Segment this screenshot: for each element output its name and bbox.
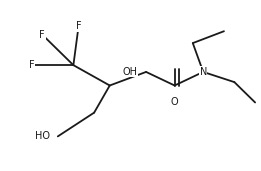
Text: F: F [39, 30, 45, 40]
Text: OH: OH [123, 67, 138, 77]
Text: O: O [171, 97, 179, 107]
Text: F: F [29, 60, 35, 70]
Text: F: F [76, 21, 81, 31]
Text: HO: HO [35, 131, 50, 141]
Text: N: N [199, 67, 207, 77]
